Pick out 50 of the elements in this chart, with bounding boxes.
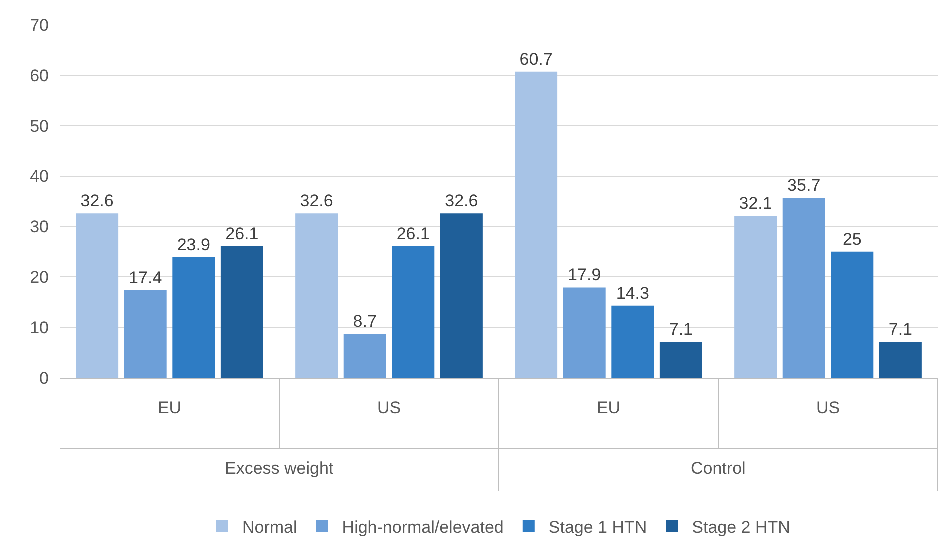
data-label: 26.1 — [226, 224, 259, 244]
y-tick-label: 10 — [30, 318, 49, 338]
legend-label: High-normal/elevated — [342, 518, 504, 537]
bar — [440, 214, 483, 378]
y-tick-label: 0 — [40, 368, 49, 388]
data-label: 32.1 — [739, 194, 772, 214]
bar — [124, 290, 167, 378]
legend-label: Stage 2 HTN — [692, 518, 790, 537]
data-label: 23.9 — [177, 235, 210, 254]
x-tick-label: US — [816, 398, 840, 418]
data-label: 7.1 — [888, 320, 913, 340]
x-tick-label: EU — [158, 398, 182, 418]
bar — [879, 342, 922, 378]
bar — [172, 257, 216, 378]
y-tick-label: 30 — [30, 218, 49, 237]
bar — [734, 216, 778, 378]
bar — [563, 288, 606, 378]
text: Excess weight — [225, 459, 334, 478]
data-label: 32.6 — [445, 192, 478, 211]
bar — [76, 214, 119, 378]
x-tick-label: EU — [596, 398, 621, 418]
data-label: 7.1 — [669, 320, 694, 340]
bar — [660, 342, 702, 378]
bar — [344, 334, 386, 378]
bar — [392, 246, 435, 378]
legend-label: Stage 1 HTN — [548, 518, 648, 537]
y-tick-label: 50 — [30, 116, 49, 136]
y-tick-label: 70 — [30, 16, 49, 35]
data-label: 32.6 — [80, 192, 114, 211]
data-label: 26.1 — [396, 224, 430, 244]
legend-label: Normal — [242, 518, 298, 537]
bar — [612, 306, 654, 378]
data-label: 14.3 — [616, 284, 650, 303]
text: Control — [691, 459, 746, 478]
y-tick-label: 40 — [30, 167, 49, 186]
bar — [831, 252, 874, 378]
bar — [782, 198, 826, 378]
y-tick-label: 20 — [30, 268, 49, 288]
data-label: 32.6 — [300, 192, 334, 211]
bar — [220, 246, 264, 378]
data-label: 8.7 — [353, 312, 377, 332]
bar — [296, 214, 338, 378]
y-tick-label: 60 — [30, 66, 49, 86]
data-label: 60.7 — [520, 50, 553, 69]
data-label: 25 — [842, 230, 862, 249]
data-label: 35.7 — [788, 176, 821, 195]
x-tick-label: US — [377, 398, 402, 418]
data-label: 17.4 — [129, 268, 162, 288]
bar — [515, 72, 558, 378]
data-label: 17.9 — [568, 266, 602, 285]
